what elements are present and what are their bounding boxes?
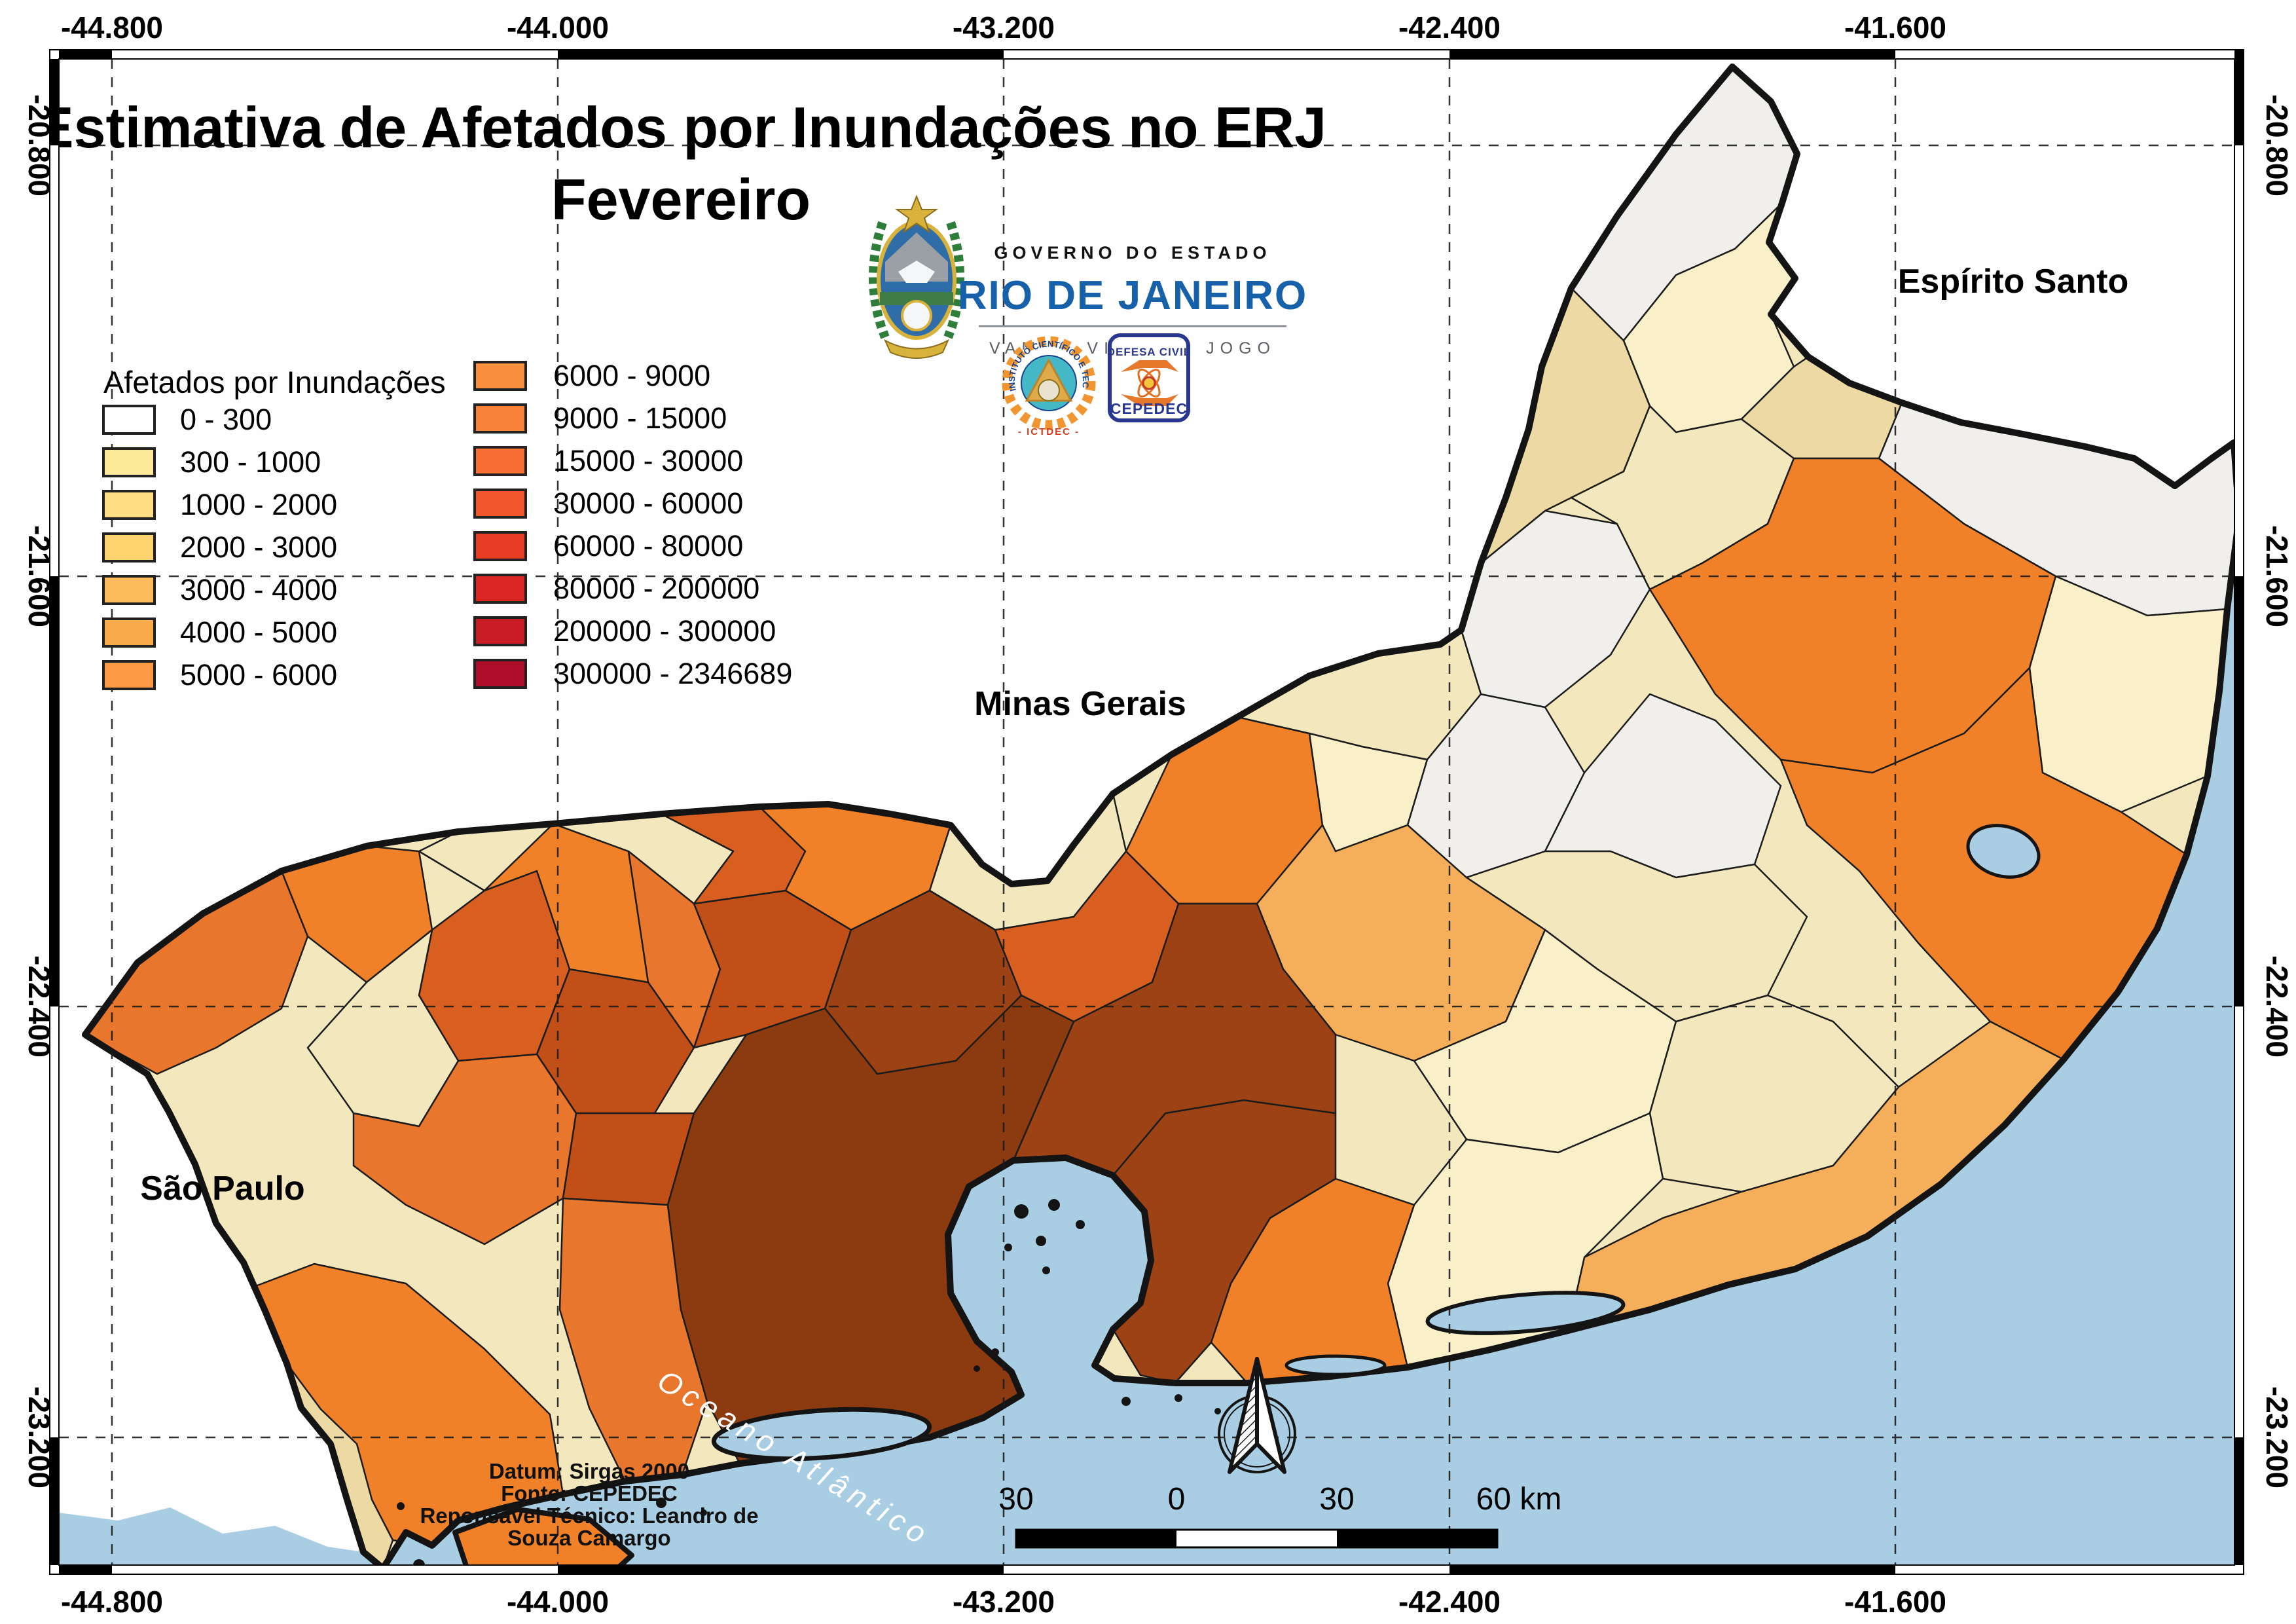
legend-swatch <box>473 489 527 519</box>
credit-line: Reponsável Técnico: Leandro de <box>420 1504 758 1528</box>
legend-swatch <box>473 403 527 434</box>
scale-bar: 30 0 30 60 km <box>998 1482 1562 1549</box>
legend-label: 9000 - 15000 <box>553 401 727 435</box>
legend-swatch <box>473 659 527 689</box>
ocean <box>59 367 2234 1565</box>
cepedec-top-text: DEFESA CIVIL <box>1107 346 1192 358</box>
sepetiba-bay <box>711 1407 932 1462</box>
legend-label: 200000 - 300000 <box>553 614 776 648</box>
lon-label-top: -42.400 <box>1398 10 1501 45</box>
gov-line2: RIO DE JANEIRO <box>958 273 1307 318</box>
lon-label-top: -44.800 <box>61 10 163 45</box>
lat-label-left: -21.600 <box>22 525 56 627</box>
label-minas-gerais: Minas Gerais <box>974 685 1186 723</box>
legend-label: 60000 - 80000 <box>553 529 743 563</box>
legend-label: 6000 - 9000 <box>553 359 710 392</box>
legend-label: 5000 - 6000 <box>180 658 337 692</box>
label-espirito-santo: Espírito Santo <box>1898 263 2128 301</box>
credit-line: Fonte: CEPEDEC <box>501 1481 678 1505</box>
label-sao-paulo: São Paulo <box>140 1170 304 1208</box>
coordinate-labels: -44.800 -44.000 -43.200 -42.400 -41.600 … <box>22 10 2294 1619</box>
legend-swatch <box>102 575 156 605</box>
credit-line: Datum: Sirgas 2000 <box>489 1459 689 1483</box>
islands <box>397 1199 1221 1565</box>
legend-swatch <box>473 574 527 604</box>
legend-swatch <box>473 531 527 561</box>
legend-swatch <box>473 616 527 646</box>
gov-line1: GOVERNO DO ESTADO <box>994 243 1271 263</box>
legend-label: 4000 - 5000 <box>180 616 337 649</box>
scale-label: 30 <box>1319 1482 1354 1517</box>
legend-label: 300 - 1000 <box>180 445 321 479</box>
scale-label: 60 km <box>1476 1482 1562 1517</box>
scale-label: 0 <box>1168 1482 1186 1517</box>
lon-label-top: -44.000 <box>507 10 609 45</box>
legend-label: 300000 - 2346689 <box>553 657 792 690</box>
lon-label-top: -43.200 <box>953 10 1055 45</box>
laurel-right-icon <box>943 221 964 339</box>
ilha-grande <box>452 1507 634 1565</box>
map-frame <box>49 49 2244 1575</box>
coat-of-arms <box>869 194 964 359</box>
lat-label-left: -20.800 <box>22 94 56 196</box>
hand-bottom-icon <box>1121 394 1178 406</box>
legend-swatch <box>473 446 527 476</box>
lon-label-bottom: -44.000 <box>507 1585 609 1619</box>
map-title-line1: Estimativa de Afetados por Inundações no… <box>35 95 1326 160</box>
atom-icon <box>1137 369 1161 397</box>
legend-label: 30000 - 60000 <box>553 487 743 520</box>
scale-label: 30 <box>998 1482 1033 1517</box>
lon-label-bottom: -43.200 <box>953 1585 1055 1619</box>
legend-title: Afetados por Inundações <box>103 365 446 399</box>
municipality <box>2028 575 2229 813</box>
cepedec-name: CEPEDEC <box>1110 400 1188 417</box>
legend-swatch <box>102 490 156 520</box>
ictdec-name: - ICTDEC - <box>1018 426 1080 437</box>
state-border <box>82 64 2234 1565</box>
feia-lagoon <box>1966 824 2041 879</box>
legend-swatch <box>102 660 156 690</box>
legend-label: 3000 - 4000 <box>180 573 337 606</box>
legend-label: 80000 - 200000 <box>553 572 759 605</box>
legend-label: 1000 - 2000 <box>180 488 337 521</box>
map-title-line2: Fevereiro <box>551 167 811 232</box>
north-arrow-icon <box>1218 1357 1296 1474</box>
legend: Afetados por Inundações 0 - 300 300 - 10… <box>102 359 792 692</box>
legend-swatch <box>473 361 527 391</box>
legend-swatch <box>102 447 156 477</box>
lat-label-left: -22.400 <box>22 955 56 1058</box>
lat-label-right: -21.600 <box>2260 525 2294 627</box>
crown-star-icon <box>894 194 939 234</box>
lat-label-left: -23.200 <box>22 1386 56 1488</box>
lat-label-right: -22.400 <box>2260 955 2294 1058</box>
credit-line: Souza Camargo <box>507 1526 670 1550</box>
hand-top-icon <box>1121 360 1178 372</box>
graticule-lines <box>59 59 2234 1565</box>
lon-label-bottom: -42.400 <box>1398 1585 1501 1619</box>
laurel-left-icon <box>869 221 890 339</box>
lat-label-right: -20.800 <box>2260 94 2294 196</box>
marica-lagoon <box>1285 1354 1387 1376</box>
legend-swatch <box>102 532 156 563</box>
lon-label-bottom: -41.600 <box>1844 1585 1946 1619</box>
lon-label-bottom: -44.800 <box>61 1585 163 1619</box>
cepedec-logo: DEFESA CIVIL CEPEDEC <box>1107 333 1192 422</box>
credits: Datum: Sirgas 2000 Fonte: CEPEDEC Repons… <box>420 1459 758 1550</box>
legend-swatch <box>102 618 156 648</box>
legend-label: 15000 - 30000 <box>553 444 743 477</box>
legend-label: 2000 - 3000 <box>180 530 337 564</box>
lat-label-right: -23.200 <box>2260 1386 2294 1488</box>
legend-swatch <box>102 405 156 435</box>
araruama-lagoon <box>1425 1291 1626 1335</box>
legend-label: 0 - 300 <box>180 403 272 436</box>
lon-label-top: -41.600 <box>1844 10 1946 45</box>
